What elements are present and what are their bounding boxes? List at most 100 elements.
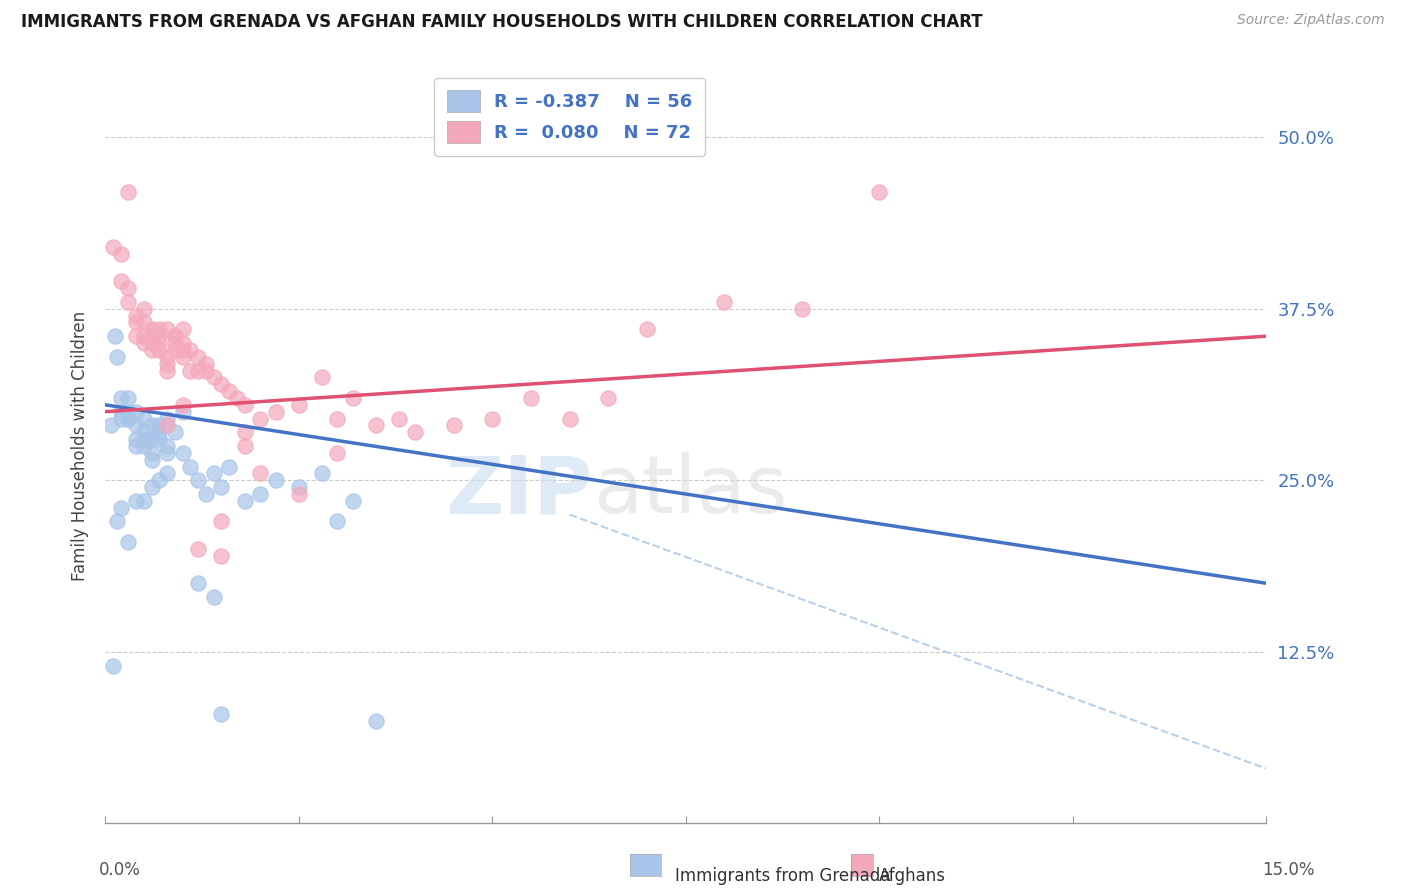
Point: [101, 240, 124, 254]
Point: [202, 467, 225, 481]
Point: [117, 411, 139, 425]
Point: [163, 329, 186, 343]
Text: Afghans: Afghans: [879, 867, 946, 885]
Point: [218, 459, 240, 474]
Point: [179, 459, 201, 474]
Point: [225, 391, 247, 405]
Point: [172, 343, 194, 357]
Point: [264, 405, 287, 419]
Text: ZIP: ZIP: [446, 452, 593, 531]
Point: [148, 432, 170, 446]
Y-axis label: Family Households with Children: Family Households with Children: [72, 311, 89, 581]
Point: [163, 343, 186, 357]
Point: [249, 467, 271, 481]
Point: [141, 452, 163, 467]
Point: [125, 418, 148, 433]
Point: [287, 398, 309, 412]
Point: [636, 322, 658, 336]
Point: [194, 363, 217, 377]
Point: [156, 322, 179, 336]
Point: [117, 411, 139, 425]
Point: [172, 322, 194, 336]
Point: [233, 425, 256, 440]
Point: [110, 500, 132, 515]
Point: [172, 405, 194, 419]
Point: [117, 294, 139, 309]
Point: [443, 418, 465, 433]
Point: [110, 247, 132, 261]
Point: [132, 301, 155, 316]
Point: [163, 425, 186, 440]
Point: [125, 405, 148, 419]
Point: [233, 439, 256, 453]
Point: [132, 329, 155, 343]
Point: [125, 432, 148, 446]
Point: [187, 541, 209, 556]
Text: atlas: atlas: [593, 452, 787, 531]
Point: [209, 480, 232, 494]
Point: [172, 446, 194, 460]
Point: [404, 425, 426, 440]
Point: [287, 480, 309, 494]
Point: [388, 411, 411, 425]
Point: [187, 363, 209, 377]
Point: [101, 658, 124, 673]
Point: [105, 515, 128, 529]
Point: [172, 336, 194, 351]
Point: [103, 329, 125, 343]
Point: [163, 329, 186, 343]
Point: [117, 185, 139, 199]
Point: [148, 336, 170, 351]
Point: [132, 411, 155, 425]
Point: [141, 432, 163, 446]
Point: [110, 391, 132, 405]
Point: [790, 301, 813, 316]
Point: [163, 336, 186, 351]
Point: [156, 418, 179, 433]
Point: [287, 487, 309, 501]
Point: [209, 706, 232, 721]
Point: [558, 411, 581, 425]
Point: [117, 535, 139, 549]
Point: [172, 350, 194, 364]
Point: [366, 714, 388, 728]
Point: [148, 418, 170, 433]
Point: [156, 467, 179, 481]
Point: [110, 411, 132, 425]
Point: [326, 411, 349, 425]
Point: [132, 439, 155, 453]
Point: [481, 411, 503, 425]
Point: [141, 322, 163, 336]
Point: [132, 316, 155, 330]
Point: [141, 336, 163, 351]
Text: Immigrants from Grenada: Immigrants from Grenada: [675, 867, 890, 885]
Point: [713, 294, 735, 309]
Point: [194, 487, 217, 501]
Point: [868, 185, 890, 199]
Point: [264, 473, 287, 487]
Point: [125, 329, 148, 343]
Point: [187, 473, 209, 487]
Point: [179, 343, 201, 357]
Point: [156, 357, 179, 371]
Point: [598, 391, 620, 405]
Point: [141, 480, 163, 494]
Point: [117, 281, 139, 295]
Point: [156, 439, 179, 453]
Point: [233, 398, 256, 412]
Point: [141, 343, 163, 357]
Point: [249, 411, 271, 425]
Point: [100, 418, 122, 433]
Point: [172, 398, 194, 412]
Point: [148, 343, 170, 357]
Text: Source: ZipAtlas.com: Source: ZipAtlas.com: [1237, 13, 1385, 28]
Point: [209, 515, 232, 529]
Point: [117, 391, 139, 405]
Point: [141, 329, 163, 343]
Text: 0.0%: 0.0%: [98, 861, 141, 879]
Point: [132, 494, 155, 508]
Point: [366, 418, 388, 433]
Point: [311, 370, 333, 384]
Point: [110, 405, 132, 419]
Point: [148, 329, 170, 343]
